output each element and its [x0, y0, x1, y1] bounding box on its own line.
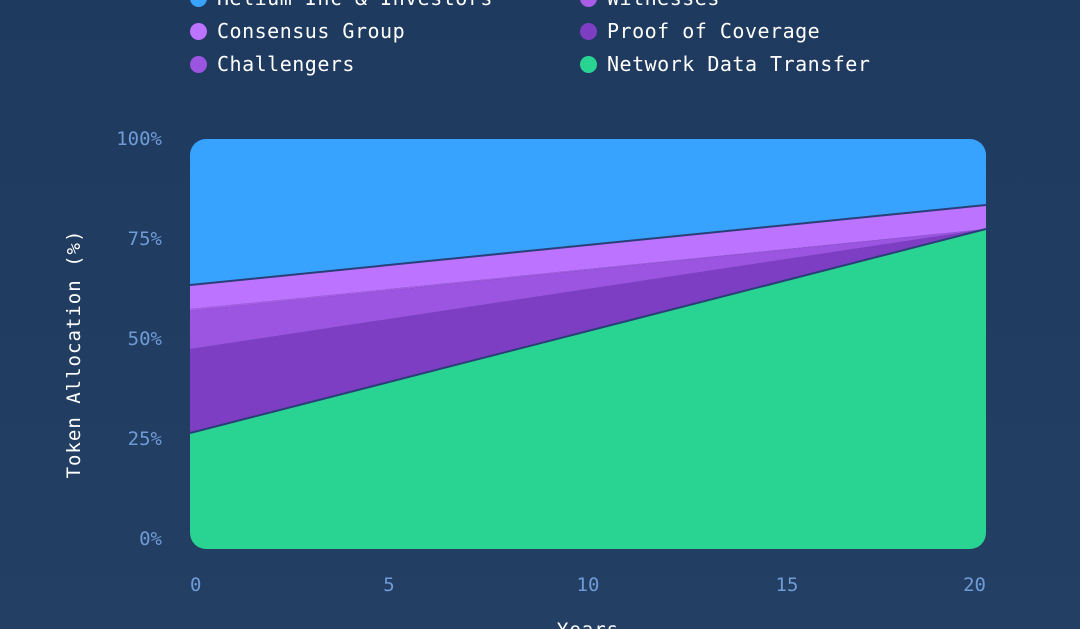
- area-helium-inc-investors: [190, 139, 986, 285]
- area-network-data-transfer: [190, 229, 986, 549]
- y-tick-label: 100%: [116, 128, 162, 150]
- legend-item-helium-inc: Helium Inc & Investors: [190, 0, 493, 10]
- plot-area: [190, 139, 986, 549]
- y-tick-label: 25%: [128, 428, 163, 450]
- legend-swatch: [580, 55, 597, 73]
- x-tick-label: 15: [776, 574, 799, 596]
- area-witnesses: [190, 229, 986, 311]
- y-axis-ticks: 0% 25% 50% 75% 100%: [116, 128, 162, 550]
- area-boundary-line: [190, 204, 986, 286]
- legend-swatch: [580, 0, 597, 7]
- area-boundary-line: [190, 228, 986, 434]
- legend-item-proof-of-coverage: Proof of Coverage: [580, 19, 820, 43]
- legend-label: Challengers: [217, 52, 355, 76]
- legend-swatch: [190, 55, 207, 73]
- area-challengers: [190, 229, 986, 349]
- y-tick-label: 50%: [128, 328, 163, 350]
- legend-item-network-data-transfer: Network Data Transfer: [580, 52, 870, 76]
- y-tick-label: 75%: [128, 228, 163, 250]
- legend-swatch: [190, 22, 207, 40]
- legend-swatch: [190, 0, 207, 7]
- legend-swatch: [580, 22, 597, 40]
- y-tick-label: 0%: [139, 528, 162, 550]
- y-axis-title: Token Allocation (%): [63, 230, 85, 479]
- x-tick-label: 5: [383, 574, 394, 596]
- legend-label: Helium Inc & Investors: [217, 0, 493, 10]
- x-tick-label: 20: [963, 574, 986, 596]
- legend-item-witnesses: Witnesses: [580, 0, 720, 10]
- legend-label: Network Data Transfer: [607, 52, 871, 76]
- x-axis-ticks: 0 5 10 15 20: [190, 574, 986, 596]
- area-consensus-group: [190, 205, 986, 309]
- x-axis-title: Years: [557, 619, 619, 629]
- x-tick-label: 10: [577, 574, 600, 596]
- legend-label: Consensus Group: [217, 19, 406, 43]
- legend-label: Witnesses: [607, 0, 720, 10]
- x-tick-label: 0: [190, 574, 201, 596]
- legend-item-consensus-group: Consensus Group: [190, 19, 405, 43]
- legend-label: Proof of Coverage: [607, 19, 821, 43]
- legend-item-challengers: Challengers: [190, 52, 355, 76]
